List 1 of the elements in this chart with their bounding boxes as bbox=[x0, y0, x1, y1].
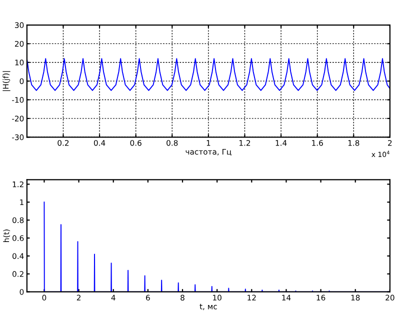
line-series bbox=[26, 58, 390, 91]
